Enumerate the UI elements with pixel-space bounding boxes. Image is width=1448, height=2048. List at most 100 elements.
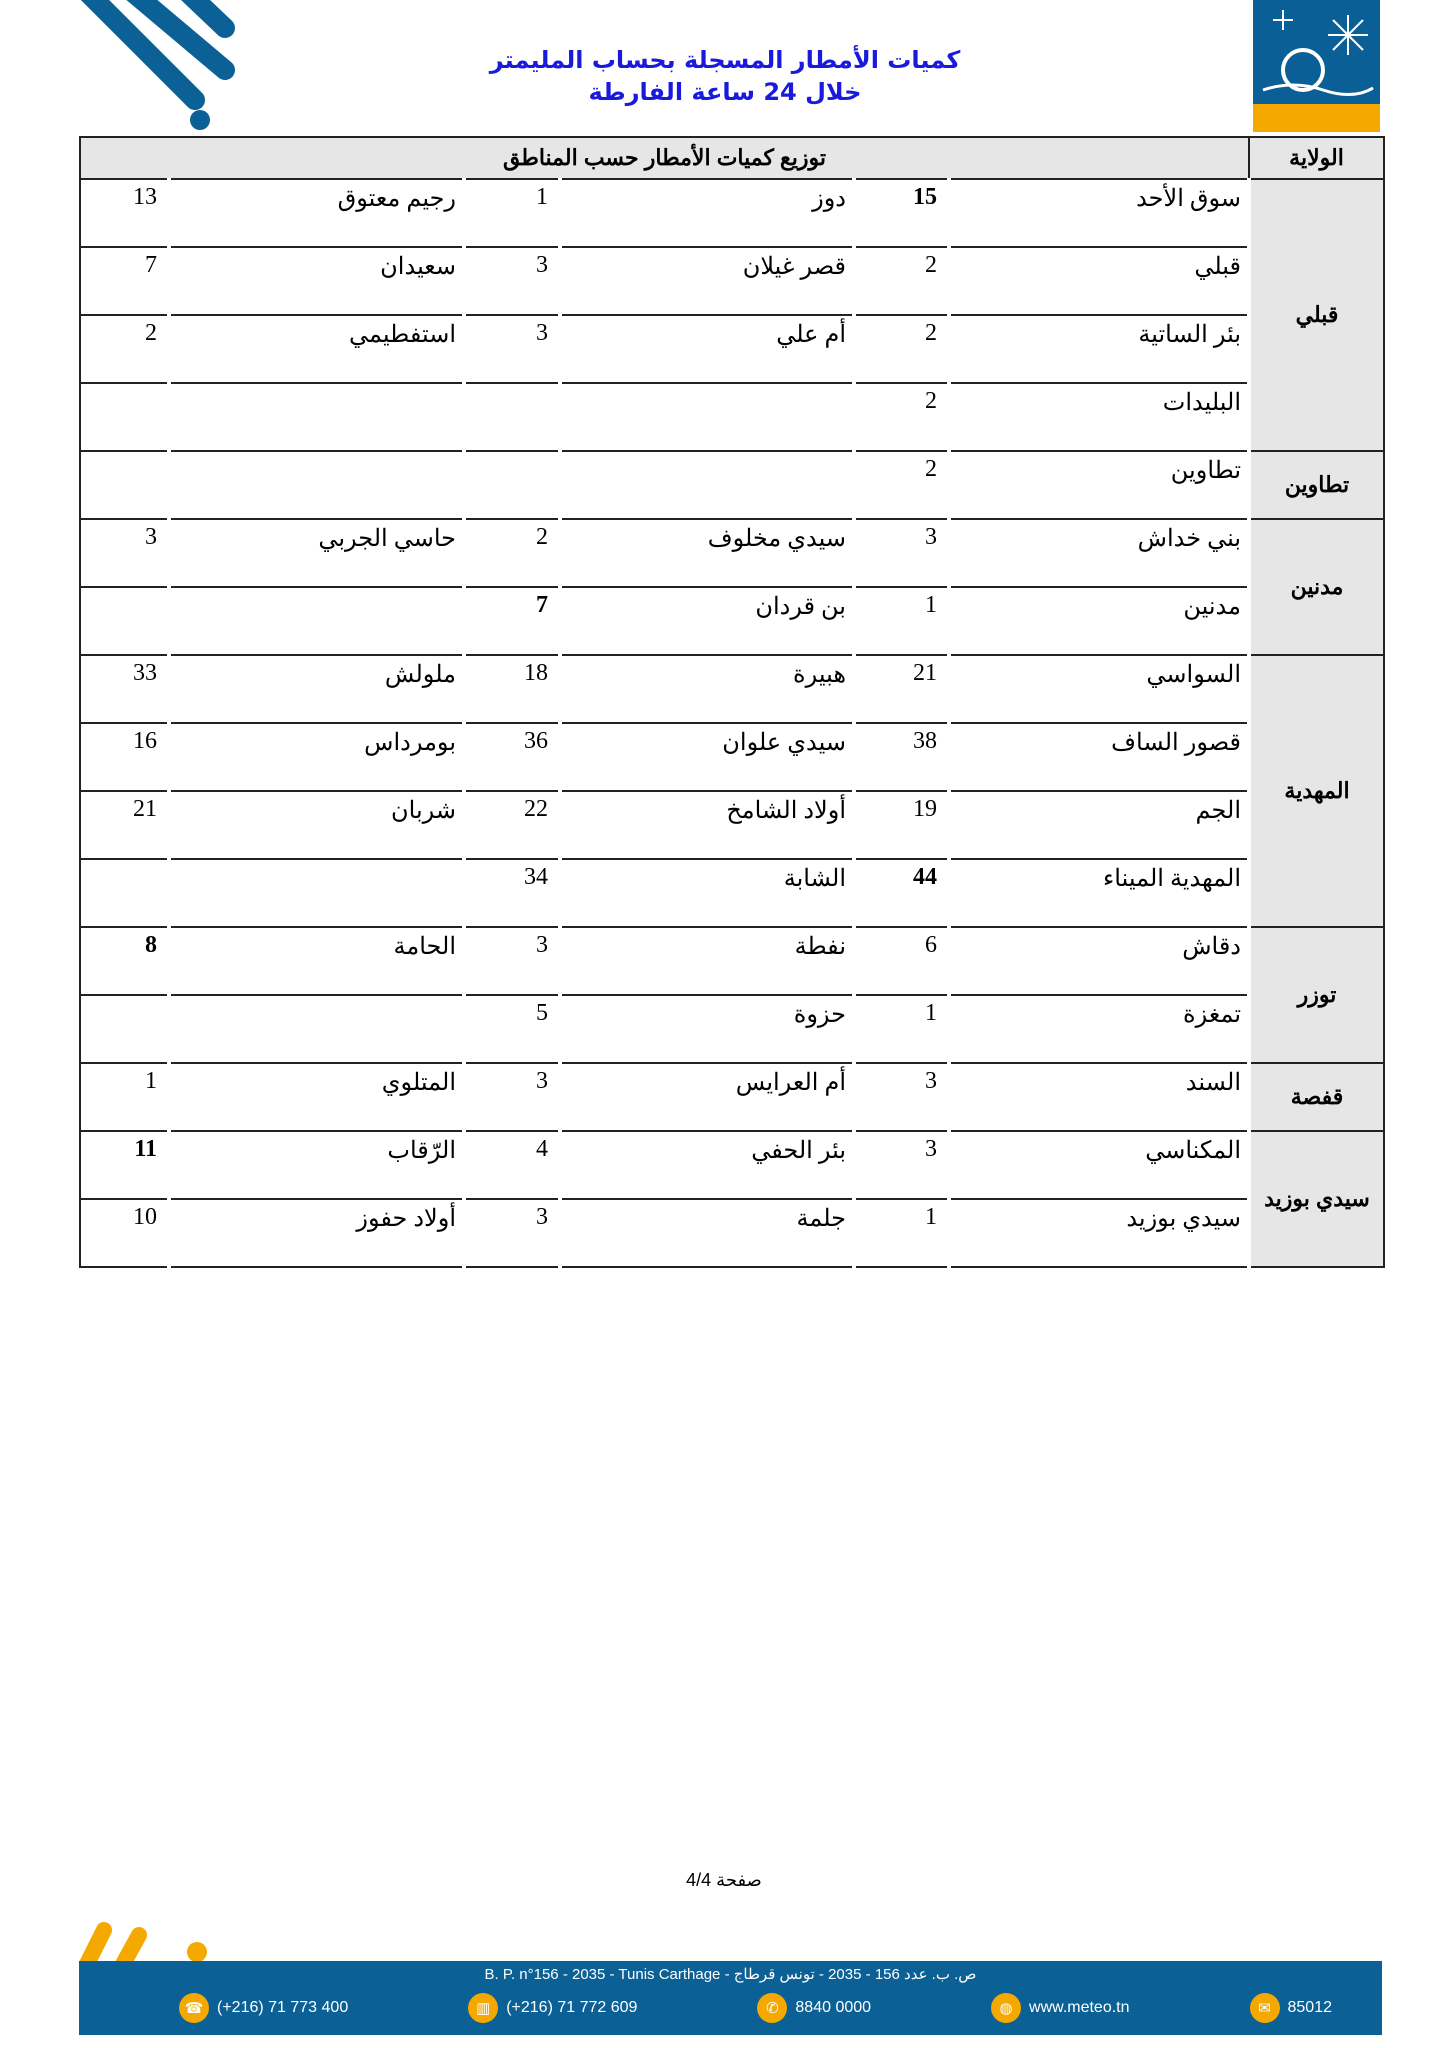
value-text: 3 [536, 320, 548, 346]
table-row: 1 المتلوي 3 أم العرايس 3 السند قفصة [79, 1062, 1385, 1132]
name-text: بئر الساتية [1138, 322, 1241, 348]
name-text: دوز [812, 186, 846, 212]
wilaya-cell: قبلي [1248, 178, 1385, 452]
rainfall-value: 1 [854, 995, 951, 1064]
station-name: أم علي [560, 315, 856, 384]
name-text: دقاش [1182, 934, 1241, 960]
table-row: 3 حاسي الجربي 2 سيدي مخلوف 3 بني خداش مدنين [79, 518, 1385, 656]
rainfall-value: 3 [464, 1063, 562, 1132]
station-name: بئر الحفي [560, 1131, 856, 1200]
name-text: تطاوين [1170, 458, 1241, 484]
rainfall-value: 18 [464, 655, 562, 724]
name-text: رجيم معتوق [337, 186, 456, 212]
rainfall-value: 13 [79, 179, 171, 248]
station-name: مدنين [949, 587, 1251, 656]
value-text: 36 [524, 728, 548, 754]
rainfall-value: 3 [79, 519, 171, 588]
rainfall-value: 5 [464, 995, 562, 1064]
rainfall-value: 16 [79, 723, 171, 792]
rainfall-value: 21 [854, 655, 951, 724]
station-name: ملولش [169, 655, 466, 724]
name-text: بن قردان [755, 594, 846, 620]
station-name: السواسي [949, 655, 1251, 724]
snowflake-sun-icon [1262, 10, 1374, 96]
footer-address: B. P. n°156 - 2035 - Tunis Carthage - ص.… [484, 1966, 977, 1983]
rainfall-value [79, 587, 171, 656]
rainfall-value: 7 [464, 587, 562, 656]
name-text: أم العرايس [735, 1070, 846, 1096]
station-name [169, 859, 466, 928]
value-text: 3 [536, 1068, 548, 1094]
name-text: أم علي [776, 322, 846, 348]
table-row: 16 بومرداس 36 سيدي علوان 38 قصور الساف [79, 723, 1384, 792]
station-name: سيدي مخلوف [560, 519, 856, 588]
station-name: بومرداس [169, 723, 466, 792]
name-text: سيدي بوزيد [1126, 1206, 1241, 1232]
contact-item: ▥ (+216) 71 772 609 [468, 1993, 637, 2023]
rainfall-value: 36 [464, 723, 562, 792]
value-text: 7 [145, 252, 157, 278]
contact-text: (+216) 71 772 609 [506, 1999, 638, 2016]
wilaya-header: الولاية [1248, 136, 1385, 180]
rainfall-value: 2 [854, 383, 951, 452]
value-text: 2 [145, 320, 157, 346]
value-text: 4 [536, 1136, 548, 1162]
station-name: نفطة [560, 927, 856, 996]
station-name: بن قردان [560, 587, 856, 656]
wilaya-cell: سيدي بوزيد [1248, 1130, 1385, 1268]
rainfall-value: 44 [854, 859, 951, 928]
rainfall-value: 7 [79, 247, 171, 316]
rainfall-value: 10 [79, 1199, 171, 1268]
rainfall-value: 8 [79, 927, 171, 996]
table-row: 34 الشابة 44 المهدية الميناء [79, 859, 1384, 928]
table-row: 10 أولاد حفوز 3 جلمة 1 سيدي بوزيد [79, 1199, 1384, 1268]
name-text: تمغزة [1183, 1002, 1241, 1028]
contact-item: ☎ (+216) 71 773 400 [179, 1993, 348, 2023]
phone-icon: ☎ [179, 1993, 209, 2023]
name-text: نفطة [794, 934, 846, 960]
station-name: الشابة [560, 859, 856, 928]
station-name [169, 383, 466, 452]
name-text: المكناسي [1145, 1138, 1241, 1164]
value-text: 3 [536, 932, 548, 958]
name-text: المتلوي [381, 1070, 456, 1096]
name-text: قصور الساف [1111, 730, 1241, 756]
station-name: الجم [949, 791, 1251, 860]
contact-text: 8840 0000 [795, 1999, 872, 2016]
table-header-row: توزيع كميات الأمطار حسب المناطق الولاية [79, 136, 1385, 180]
rainfall-value: 3 [464, 1199, 562, 1268]
station-name: هبيرة [560, 655, 856, 724]
value-text: 5 [536, 1000, 548, 1026]
station-name: الحامة [169, 927, 466, 996]
fax-icon: ▥ [468, 1993, 499, 2023]
rainfall-value [79, 859, 171, 928]
name-text: شربان [391, 798, 456, 824]
station-name: سعيدان [169, 247, 466, 316]
name-text: مدنين [1183, 594, 1241, 620]
value-text: 2 [925, 252, 937, 278]
name-text: المهدية الميناء [1103, 866, 1241, 892]
name-text: الحامة [393, 934, 456, 960]
name-text: بئر الحفي [751, 1138, 846, 1164]
station-name [169, 995, 466, 1064]
name-text: جلمة [796, 1206, 846, 1232]
value-text: 6 [925, 932, 937, 958]
value-text: 2 [925, 388, 937, 414]
station-name [169, 587, 466, 656]
contact-text: 85012 [1287, 1999, 1333, 2016]
value-text: 3 [145, 524, 157, 550]
name-text: بني خداش [1137, 526, 1241, 552]
rainfall-value: 2 [464, 519, 562, 588]
value-text: 1 [925, 1204, 937, 1230]
value-text: 1 [925, 1000, 937, 1026]
wilaya-cell: توزر [1248, 926, 1385, 1064]
value-text: 3 [925, 1068, 937, 1094]
station-name: حاسي الجربي [169, 519, 466, 588]
value-text: 33 [133, 660, 157, 686]
name-text: حاسي الجربي [318, 526, 456, 552]
rainfall-value: 1 [854, 1199, 951, 1268]
station-name: تمغزة [949, 995, 1251, 1064]
value-text: 2 [925, 456, 937, 482]
value-text: 2 [536, 524, 548, 550]
station-name [169, 451, 466, 520]
